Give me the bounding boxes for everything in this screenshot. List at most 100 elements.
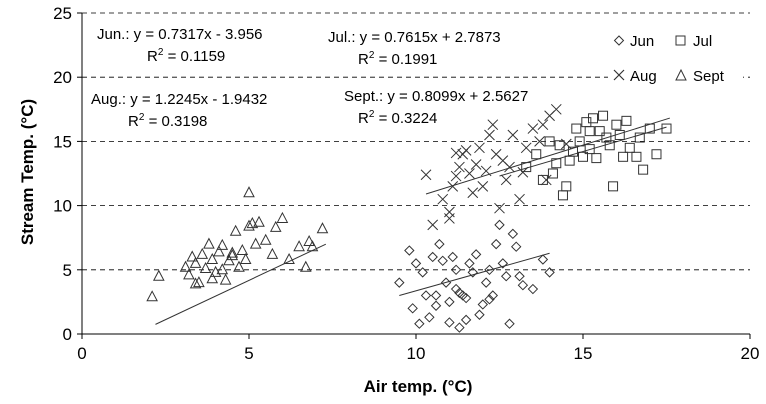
point-jun [407, 303, 418, 314]
point-jun [510, 241, 522, 252]
gridlines [82, 12, 750, 271]
point-jun [440, 277, 452, 288]
equation-aug-text: Aug.: y = 1.2245x - 1.9432 [91, 91, 267, 108]
point-sept [196, 247, 209, 259]
point-sept [189, 277, 202, 289]
point-jun [430, 300, 442, 311]
point-aug [507, 129, 519, 141]
point-sept [249, 237, 262, 249]
point-jul [564, 155, 575, 166]
point-jun [504, 318, 515, 329]
point-sept [146, 290, 158, 302]
point-sept [233, 260, 245, 272]
point-jul [574, 136, 585, 147]
trendline-jun [399, 252, 550, 297]
y-tick-label: 15 [53, 132, 72, 151]
point-sept [239, 252, 252, 265]
point-aug [450, 170, 462, 182]
y-tick-label: 20 [53, 68, 72, 87]
point-sept [269, 220, 282, 232]
equation-jul-text: Jul.: y = 0.7615x + 2.7873 [328, 29, 501, 46]
point-sept [226, 249, 239, 261]
point-jun [470, 249, 482, 260]
point-jun [484, 264, 495, 276]
point-sept [152, 269, 165, 281]
axes [77, 12, 751, 339]
point-jul [588, 113, 599, 124]
point-sept [203, 237, 215, 249]
tick-labels: 0 5 10 15 20 25 0 5 10 15 20 [53, 4, 759, 363]
point-jun [447, 251, 458, 263]
point-aug [534, 136, 545, 147]
data-points [146, 103, 672, 333]
equation-jul: Jul.: y = 0.7615x + 2.7873 R2 = 0.1991 [328, 29, 501, 68]
point-jun [460, 292, 472, 304]
point-jul [544, 136, 555, 147]
trendline-jul [499, 126, 667, 177]
point-sept [243, 186, 255, 198]
series-sept [146, 186, 329, 302]
point-aug [437, 193, 449, 205]
point-jul [661, 123, 672, 134]
point-aug [467, 187, 479, 199]
point-jun [484, 294, 495, 305]
point-jul [584, 144, 595, 155]
y-tick-label: 5 [63, 261, 72, 280]
point-aug [537, 119, 549, 131]
trendlines [155, 117, 670, 325]
point-aug [480, 165, 492, 177]
point-jul [651, 149, 662, 160]
r2-sept: R2 = 0.3224 [358, 109, 437, 127]
point-sept [266, 247, 279, 259]
point-jul [644, 123, 655, 134]
point-aug [514, 193, 525, 205]
legend-item-sept: Sept [675, 68, 725, 85]
equation-jun-text: Jun.: y = 0.7317x - 3.956 [97, 26, 263, 43]
point-aug [484, 129, 495, 141]
point-jun [464, 258, 475, 269]
point-sept [183, 268, 195, 280]
y-tick-label: 25 [53, 4, 72, 23]
point-sept [209, 265, 222, 277]
point-sept [206, 272, 219, 284]
point-jul [567, 146, 578, 157]
point-jul [584, 126, 595, 137]
point-jun [417, 267, 428, 278]
point-aug [560, 138, 572, 150]
equation-aug: Aug.: y = 1.2245x - 1.9432 R2 = 0.3198 [91, 91, 267, 130]
point-jun [410, 258, 422, 269]
point-aug [550, 103, 562, 115]
x-mark-icon [613, 69, 625, 81]
point-jun [460, 314, 472, 326]
y-axis-title: Stream Temp. (°C) [18, 99, 37, 245]
point-jun [444, 296, 455, 308]
point-sept [316, 222, 329, 234]
point-aug [517, 166, 529, 178]
point-sept [219, 273, 232, 285]
point-sept [306, 240, 319, 252]
point-aug [500, 174, 512, 186]
x-tick-label: 20 [741, 344, 760, 363]
point-jun [424, 312, 435, 323]
r2-jun: R2 = 0.1159 [147, 47, 225, 65]
x-tick-label: 15 [574, 344, 593, 363]
legend-item-jun: Jun [613, 33, 654, 50]
point-sept [276, 211, 289, 223]
point-sept [253, 215, 265, 227]
point-aug [464, 168, 475, 179]
point-jul [581, 117, 592, 128]
point-sept [193, 276, 205, 288]
point-aug [444, 213, 455, 224]
point-jul [554, 140, 565, 151]
point-sept [206, 252, 219, 265]
point-jun [514, 271, 525, 282]
point-aug [457, 148, 469, 160]
series-jul [521, 110, 672, 201]
point-jul [551, 158, 562, 169]
point-sept [293, 240, 305, 252]
point-jun [517, 280, 529, 291]
y-tick-label: 10 [53, 197, 72, 216]
point-aug [477, 180, 489, 192]
point-jul [624, 142, 635, 153]
